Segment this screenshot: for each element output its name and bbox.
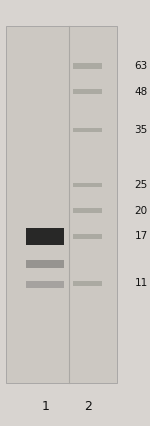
Bar bbox=[73, 281, 102, 286]
Text: 1: 1 bbox=[41, 400, 49, 413]
Text: 25: 25 bbox=[134, 180, 148, 190]
Text: 2: 2 bbox=[84, 400, 92, 413]
Bar bbox=[73, 63, 102, 69]
Bar bbox=[26, 281, 64, 288]
Bar bbox=[6, 26, 117, 383]
Bar bbox=[73, 89, 102, 94]
Bar bbox=[73, 128, 102, 132]
Bar bbox=[73, 234, 102, 239]
Text: 20: 20 bbox=[134, 206, 147, 216]
Bar bbox=[26, 260, 64, 268]
Text: 63: 63 bbox=[134, 61, 148, 71]
Text: 11: 11 bbox=[134, 278, 148, 288]
Bar bbox=[73, 183, 102, 187]
Text: 35: 35 bbox=[134, 125, 148, 135]
Text: 17: 17 bbox=[134, 231, 148, 242]
Bar bbox=[73, 208, 102, 213]
Bar bbox=[26, 228, 64, 245]
Text: 48: 48 bbox=[134, 86, 148, 97]
